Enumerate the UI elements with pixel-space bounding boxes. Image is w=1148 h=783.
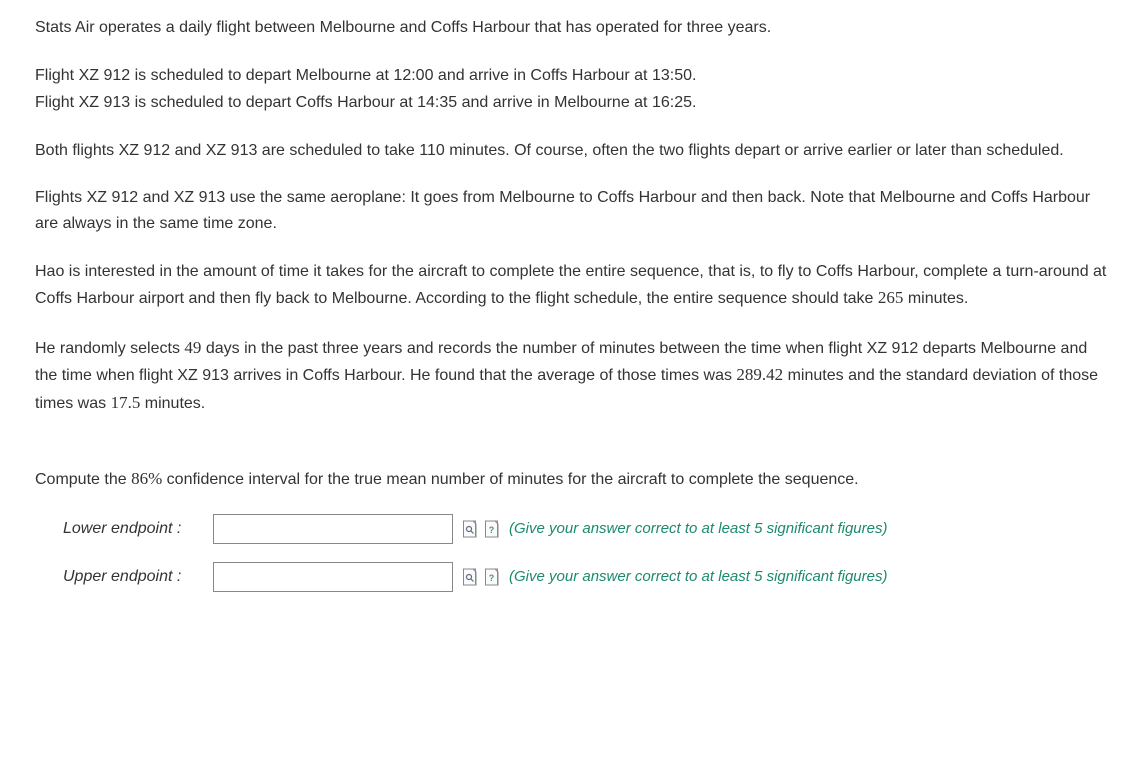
paragraph-3: Both flights XZ 912 and XZ 913 are sched… — [35, 138, 1113, 164]
lower-endpoint-label: Lower endpoint : — [63, 516, 203, 542]
paragraph-6-text-a: He randomly selects — [35, 340, 184, 357]
help-icon[interactable]: ? — [483, 567, 501, 587]
upper-endpoint-hint: (Give your answer correct to at least 5 … — [509, 565, 888, 589]
question-text-a: Compute the — [35, 471, 131, 488]
upper-endpoint-label: Upper endpoint : — [63, 564, 203, 590]
paragraph-6-number-3: 17.5 — [111, 393, 141, 412]
lower-endpoint-input-wrap — [213, 514, 453, 544]
paragraph-2b: Flight XZ 913 is scheduled to depart Cof… — [35, 90, 1113, 116]
preview-icon[interactable] — [461, 519, 479, 539]
help-icon[interactable]: ? — [483, 519, 501, 539]
paragraph-6-number-1: 49 — [184, 338, 201, 357]
lower-endpoint-icons: ? — [461, 519, 501, 539]
preview-icon[interactable] — [461, 567, 479, 587]
svg-text:?: ? — [489, 573, 495, 583]
lower-endpoint-row: Lower endpoint : ? (Give your answer cor… — [35, 514, 1113, 544]
paragraph-6-text-d: minutes. — [140, 395, 205, 412]
upper-endpoint-row: Upper endpoint : ? (Give your answer cor… — [35, 562, 1113, 592]
question-text: Compute the 86% confidence interval for … — [35, 465, 1113, 493]
paragraph-5-number: 265 — [878, 288, 904, 307]
question-text-b: confidence interval for the true mean nu… — [162, 471, 858, 488]
upper-endpoint-icons: ? — [461, 567, 501, 587]
paragraph-5-text-b: minutes. — [903, 290, 968, 307]
paragraph-6: He randomly selects 49 days in the past … — [35, 334, 1113, 417]
svg-text:?: ? — [489, 525, 495, 535]
paragraph-6-number-2: 289.42 — [736, 365, 783, 384]
paragraph-2a: Flight XZ 912 is scheduled to depart Mel… — [35, 63, 1113, 89]
upper-endpoint-input[interactable] — [213, 562, 453, 592]
paragraph-5: Hao is interested in the amount of time … — [35, 259, 1113, 312]
lower-endpoint-input[interactable] — [213, 514, 453, 544]
question-percent: 86% — [131, 469, 162, 488]
paragraph-1: Stats Air operates a daily flight betwee… — [35, 15, 1113, 41]
lower-endpoint-hint: (Give your answer correct to at least 5 … — [509, 517, 888, 541]
upper-endpoint-input-wrap — [213, 562, 453, 592]
paragraph-4: Flights XZ 912 and XZ 913 use the same a… — [35, 185, 1113, 236]
